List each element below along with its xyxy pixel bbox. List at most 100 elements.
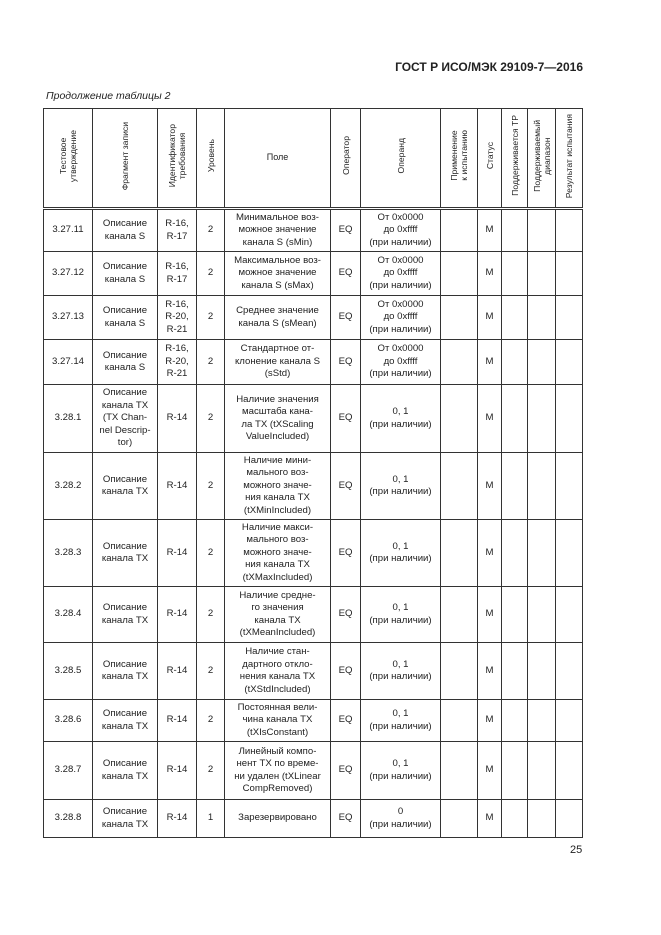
table-cell [527, 251, 556, 296]
table-cell: R-14 [157, 519, 197, 587]
column-header: Поддерживается ТР [501, 108, 528, 210]
column-header: Статус [477, 108, 502, 210]
table-cell [527, 799, 556, 838]
table-cell: От 0x0000 до 0xffff (при наличии) [360, 251, 441, 296]
column-header-label: Применение к испытанию [449, 130, 469, 182]
table-cell [440, 384, 478, 453]
table-cell: 0 (при наличии) [360, 799, 441, 838]
table-cell [527, 741, 556, 800]
table-cell: EQ [330, 295, 361, 340]
table-cell: Описание канала S [92, 295, 158, 340]
table-cell: От 0x0000 до 0xffff (при наличии) [360, 295, 441, 340]
table-cell: 3.28.6 [43, 699, 93, 742]
column-header: Результат испытания [555, 108, 583, 210]
table-cell: M [477, 799, 502, 838]
table-cell [527, 586, 556, 643]
table-cell: R-14 [157, 384, 197, 453]
table-cell: 2 [196, 452, 225, 520]
table-cell: R-14 [157, 741, 197, 800]
table-cell: Наличие значения масштаба кана- ла TX (t… [224, 384, 331, 453]
table-cell: 2 [196, 699, 225, 742]
table-cell [501, 519, 528, 587]
requirements-table: Тестовое утверждение Фрагмент записи Идент… [43, 108, 583, 838]
table-cell [501, 799, 528, 838]
table-row: 3.28.3 Описание канала TX R-14 2 Наличие мак… [43, 519, 583, 587]
table-row: 3.28.7 Описание канала TX R-14 2 Линейный ко… [43, 741, 583, 800]
table-cell: R-16, R-20, R-21 [157, 295, 197, 340]
column-header-label: Тестовое утверждение [58, 129, 78, 182]
table-cell: M [477, 699, 502, 742]
table-cell: 0, 1 (при наличии) [360, 699, 441, 742]
table-cell [527, 295, 556, 340]
table-cell [555, 519, 583, 587]
table-cell: Описание канала TX [92, 799, 158, 838]
table-cell [501, 384, 528, 453]
table-cell [501, 339, 528, 385]
table-cell: Среднее значение канала S (sMean) [224, 295, 331, 340]
column-header: Операнд [360, 108, 441, 210]
column-header: Уровень [196, 108, 225, 210]
table-cell: Описание канала TX [92, 452, 158, 520]
table-cell [501, 586, 528, 643]
table-cell: M [477, 251, 502, 296]
table-cell: 0, 1 (при наличии) [360, 586, 441, 643]
table-cell: Наличие средне- го значения канала TX (t… [224, 586, 331, 643]
table-cell: EQ [330, 642, 361, 700]
table-cell: Стандартное от- клонение канала S (sStd) [224, 339, 331, 385]
table-cell: 2 [196, 251, 225, 296]
table-cell [527, 452, 556, 520]
table-cell: Описание канала S [92, 251, 158, 296]
table-cell: 2 [196, 208, 225, 252]
column-header-label: Поддерживается ТР [509, 115, 520, 197]
column-header-label: Оператор [340, 136, 351, 176]
table-cell: Описание канала TX [92, 519, 158, 587]
column-header: Идентификатор требования [157, 108, 197, 210]
table-cell: 2 [196, 741, 225, 800]
table-cell: Описание канала S [92, 208, 158, 252]
table-cell: От 0x0000 до 0xffff (при наличии) [360, 208, 441, 252]
table-cell: R-14 [157, 799, 197, 838]
table-cell: 0, 1 (при наличии) [360, 642, 441, 700]
table-cell: Максимальное воз- можное значение канала… [224, 251, 331, 296]
table-cell: EQ [330, 251, 361, 296]
table-cell: R-14 [157, 642, 197, 700]
table-cell: R-14 [157, 452, 197, 520]
table-cell [501, 699, 528, 742]
table-cell [555, 799, 583, 838]
table-cell [555, 741, 583, 800]
table-cell: R-16, R-17 [157, 251, 197, 296]
table-cell: Линейный компо- нент TX по време- ни уда… [224, 741, 331, 800]
table-cell: 0, 1 (при наличии) [360, 452, 441, 520]
table-cell [501, 295, 528, 340]
table-cell: M [477, 208, 502, 252]
table-cell: M [477, 642, 502, 700]
table-cell [527, 519, 556, 587]
table-cell [440, 799, 478, 838]
table-row: 3.27.11 Описание канала S R-16, R-17 2 Миним… [43, 208, 583, 252]
page-number: 25 [570, 844, 583, 856]
table-cell [555, 384, 583, 453]
table-cell: 0, 1 (при наличии) [360, 741, 441, 800]
table-cell [555, 251, 583, 296]
table-row: 3.28.1 Описание канала TX (TX Chan- nel D… [43, 384, 583, 453]
table-cell [501, 642, 528, 700]
table-cell [555, 208, 583, 252]
table-cell: R-14 [157, 699, 197, 742]
table-cell: EQ [330, 586, 361, 643]
table-cell [440, 741, 478, 800]
column-header-label: Статус [484, 142, 495, 170]
column-header-label: Фрагмент записи [120, 121, 130, 190]
table-cell: Наличие мини- мального воз- можного знач… [224, 452, 331, 520]
column-header-label: Операнд [395, 138, 406, 174]
table-cell: 3.28.1 [43, 384, 93, 453]
table-cell: От 0x0000 до 0xffff (при наличии) [360, 339, 441, 385]
table-cell [555, 699, 583, 742]
table-cell: 2 [196, 339, 225, 385]
table-cell [440, 251, 478, 296]
table-row: 3.28.6 Описание канала TX R-14 2 Постоянная … [43, 699, 583, 742]
table-cell [440, 339, 478, 385]
table-cell [555, 642, 583, 700]
table-cell: Наличие стан- дартного откло- нения кана… [224, 642, 331, 700]
table-cell [440, 452, 478, 520]
column-header: Применение к испытанию [440, 108, 478, 210]
